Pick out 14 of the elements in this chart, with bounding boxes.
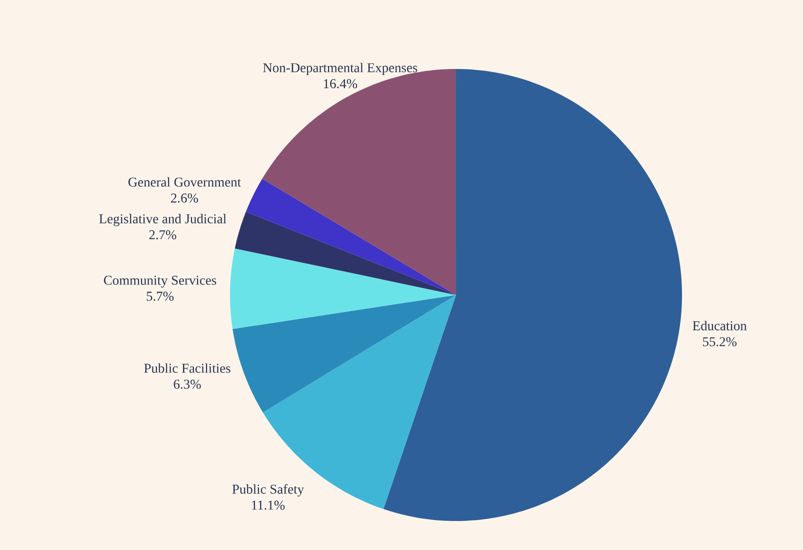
data-label: 5.7% <box>146 292 174 301</box>
data-label: 2.7% <box>149 230 176 240</box>
data-label: 16.4% <box>324 79 358 88</box>
slice-label: Education <box>692 320 747 330</box>
slice-label: Legislative and Judicial <box>99 214 226 226</box>
slice-label: Community Services <box>104 276 216 288</box>
data-label: 11.1% <box>252 500 285 510</box>
data-label: 2.6% <box>171 194 198 203</box>
slice-label: Public Safety <box>232 484 304 497</box>
slice-label: General Government <box>128 177 241 187</box>
slice-label: Non-Departmental Expenses <box>263 62 418 75</box>
slice-label: Public Facilities <box>144 363 230 373</box>
data-label: 55.2% <box>703 337 737 346</box>
data-label: 6.3% <box>174 380 201 389</box>
